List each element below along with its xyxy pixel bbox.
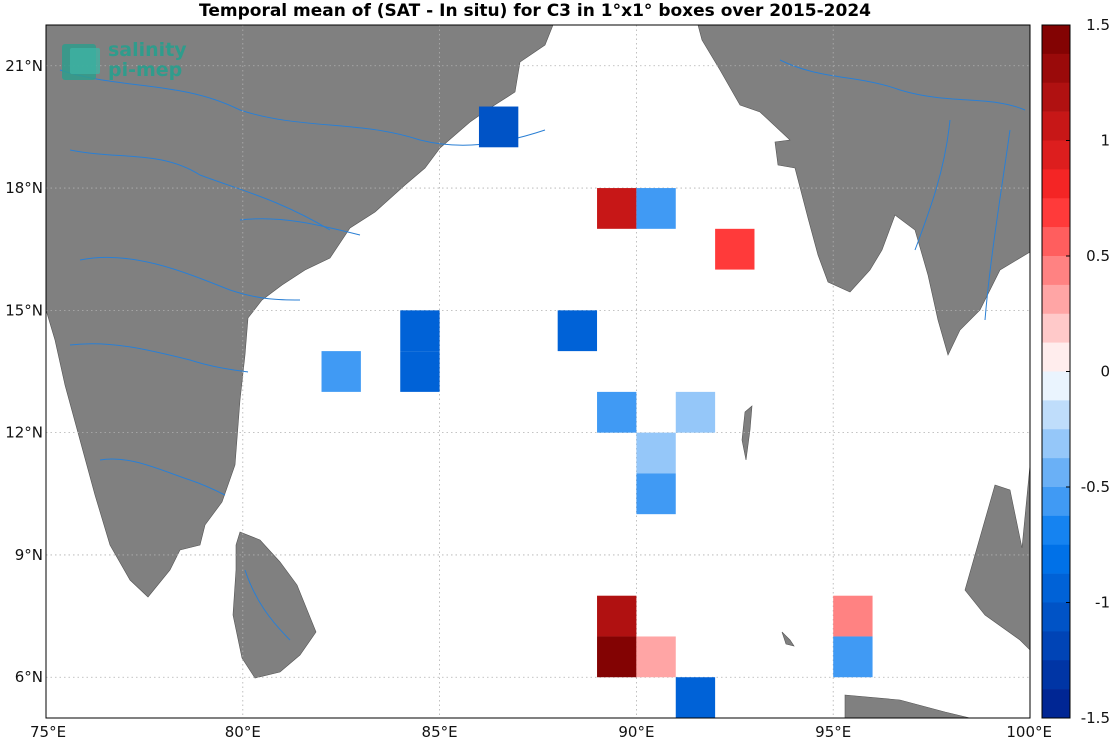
land-nicobar [781, 631, 795, 647]
data-cell [400, 351, 440, 392]
colorbar-tick-label: -0.5 [1081, 478, 1110, 496]
data-cell [400, 310, 440, 352]
data-cell [597, 595, 637, 637]
lon-tick-label: 90°E [618, 723, 654, 740]
data-cell [636, 432, 676, 474]
colorbar-segment [1042, 169, 1070, 199]
colorbar-segment [1042, 25, 1070, 55]
data-cell [597, 188, 637, 229]
river-irrawaddy [914, 119, 951, 251]
land-andaman [741, 405, 753, 461]
colorbar-tick-label: -1.5 [1081, 709, 1110, 727]
lon-tick-label: 85°E [422, 723, 458, 740]
land-myanmar-bangladesh [697, 25, 1030, 651]
plot-frame [45, 24, 1031, 719]
colorbar-segment [1042, 284, 1070, 315]
river-narmada [69, 149, 331, 231]
data-cell [636, 636, 676, 678]
colorbar-segment [1042, 82, 1070, 112]
logo-line1: salinity [108, 39, 187, 61]
colorbar-segment [1042, 544, 1070, 574]
lon-tick-label: 75°E [30, 723, 66, 740]
river-srilanka [244, 569, 291, 641]
colorbar-segment [1042, 256, 1070, 286]
colorbar-segment [1042, 602, 1070, 632]
river-kaveri [99, 458, 226, 496]
salinity-pi-mep-logo: salinity pi-mep [62, 39, 187, 81]
colorbar-segment [1042, 227, 1070, 257]
lon-tick-label: 95°E [815, 723, 851, 740]
data-cell [833, 636, 873, 678]
lat-tick-label: 18°N [5, 179, 43, 197]
lat-tick-label: 21°N [5, 57, 43, 75]
colorbar-tick-label: -1 [1095, 594, 1110, 612]
river-mahanadi [239, 218, 361, 236]
colorbar-segment [1042, 400, 1070, 430]
river-brahmaputra [779, 59, 1026, 111]
land-sumatra [844, 694, 971, 718]
colorbar-segment [1042, 198, 1070, 228]
data-cell [833, 595, 873, 637]
colorbar-tick-label: 0 [1100, 363, 1110, 381]
lat-tick-label: 9°N [15, 546, 43, 564]
colorbar-segment [1042, 313, 1070, 343]
colorbar-tick-label: 1 [1100, 132, 1110, 150]
river-salween [984, 129, 1011, 321]
colorbar-segment [1042, 515, 1070, 546]
colorbar-segment [1042, 458, 1070, 488]
colorbar-segment [1042, 429, 1070, 459]
colorbar-tick-label: 0.5 [1086, 247, 1110, 265]
river-ganges [59, 69, 546, 146]
data-cell [597, 391, 637, 433]
colorbar-segment [1042, 660, 1070, 690]
data-cell [597, 636, 637, 678]
data-cell [715, 228, 755, 270]
data-cell [321, 351, 361, 392]
data-cell [636, 473, 676, 515]
data-cell [636, 188, 676, 229]
data-cell [478, 106, 519, 148]
data-cell [675, 677, 716, 718]
land-srilanka [232, 531, 317, 679]
data-cell [675, 391, 716, 433]
colorbar-segment [1042, 371, 1070, 401]
colorbar-segment [1042, 342, 1070, 372]
river-godavari [79, 256, 301, 301]
lat-tick-label: 12°N [5, 424, 43, 442]
colorbar-segment [1042, 689, 1070, 719]
logo-emblem-inner [70, 48, 100, 74]
data-cell [557, 310, 598, 352]
colorbar-segment [1042, 487, 1070, 517]
colorbar-segment [1042, 631, 1070, 661]
logo-line2: pi-mep [108, 59, 182, 81]
lon-tick-label: 80°E [225, 723, 261, 740]
river-krishna [69, 343, 249, 373]
colorbar-segment [1042, 140, 1070, 170]
lon-tick-label: 100°E [1006, 723, 1052, 740]
colorbar-tick-label: 1.5 [1086, 16, 1110, 34]
colorbar-segment [1042, 53, 1070, 84]
lat-tick-label: 6°N [15, 668, 43, 686]
lat-tick-label: 15°N [5, 301, 43, 319]
colorbar-segment [1042, 111, 1070, 141]
map-title: Temporal mean of (SAT - In situ) for C3 … [199, 1, 871, 21]
colorbar-segment [1042, 573, 1070, 603]
colorbar [1041, 24, 1071, 719]
